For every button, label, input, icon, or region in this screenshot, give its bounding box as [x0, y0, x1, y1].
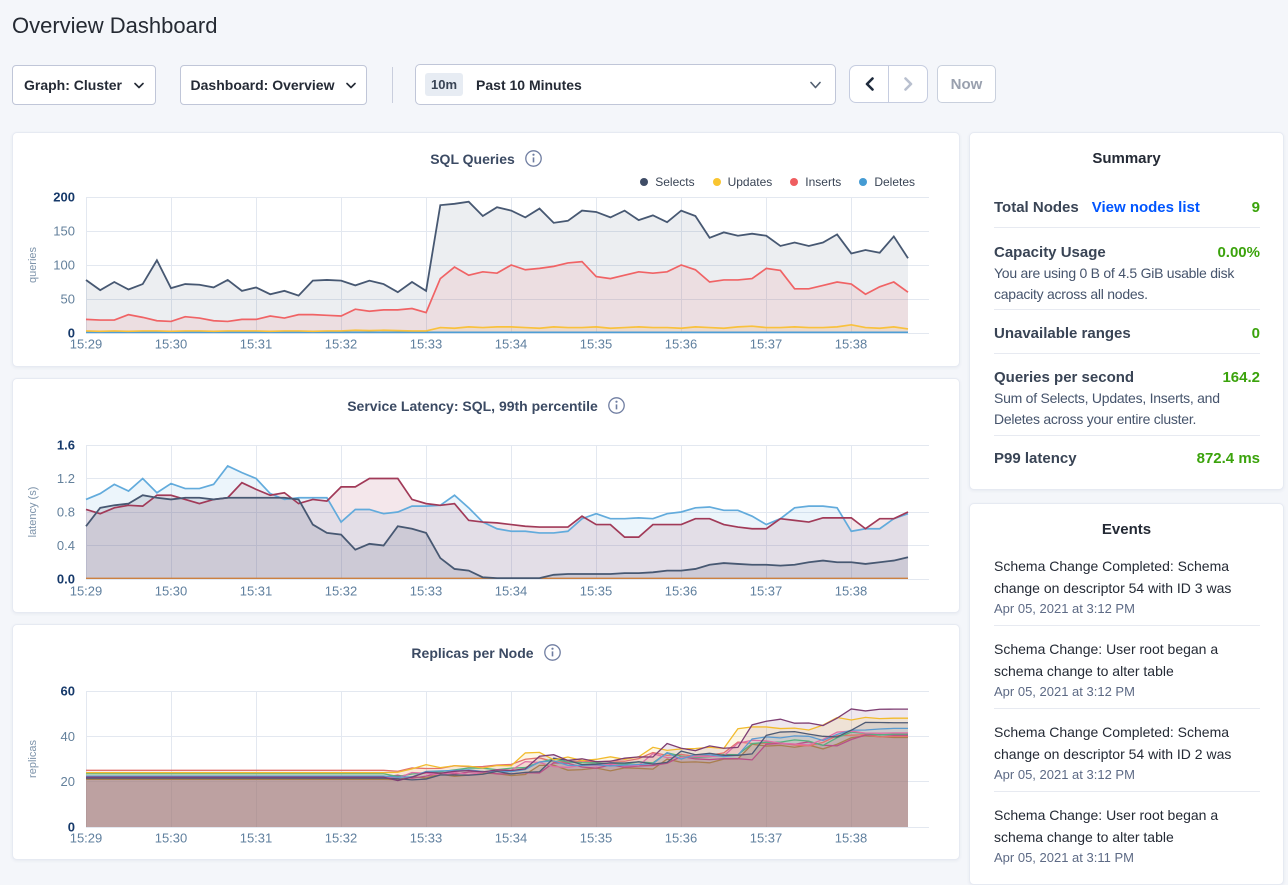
svg-text:50: 50	[61, 292, 75, 307]
svg-text:replicas: replicas	[27, 740, 39, 778]
svg-text:40: 40	[61, 729, 75, 744]
svg-text:0.8: 0.8	[57, 505, 75, 520]
svg-text:15:35: 15:35	[580, 584, 613, 599]
svg-text:15:32: 15:32	[325, 831, 358, 846]
svg-text:15:29: 15:29	[70, 584, 103, 599]
svg-text:150: 150	[53, 224, 75, 239]
svg-text:20: 20	[61, 774, 75, 789]
svg-text:15:34: 15:34	[495, 831, 528, 846]
svg-text:15:35: 15:35	[580, 831, 613, 846]
svg-text:1.6: 1.6	[57, 438, 75, 453]
svg-text:15:30: 15:30	[155, 584, 188, 599]
svg-text:15:29: 15:29	[70, 831, 103, 846]
svg-text:100: 100	[53, 258, 75, 273]
svg-text:15:38: 15:38	[835, 337, 868, 352]
svg-text:latency (s): latency (s)	[27, 487, 39, 538]
svg-text:15:33: 15:33	[410, 337, 443, 352]
svg-text:15:34: 15:34	[495, 584, 528, 599]
svg-text:15:31: 15:31	[240, 831, 273, 846]
svg-text:15:35: 15:35	[580, 337, 613, 352]
svg-text:queries: queries	[27, 246, 39, 283]
svg-text:1.2: 1.2	[57, 471, 75, 486]
svg-text:15:33: 15:33	[410, 584, 443, 599]
svg-text:200: 200	[53, 190, 75, 205]
svg-text:0: 0	[68, 820, 75, 835]
svg-text:15:32: 15:32	[325, 584, 358, 599]
svg-text:15:36: 15:36	[665, 584, 698, 599]
svg-text:15:36: 15:36	[665, 337, 698, 352]
svg-text:15:30: 15:30	[155, 831, 188, 846]
svg-text:15:29: 15:29	[70, 337, 103, 352]
svg-text:15:34: 15:34	[495, 337, 528, 352]
svg-text:15:37: 15:37	[750, 584, 783, 599]
svg-text:15:36: 15:36	[665, 831, 698, 846]
svg-text:15:30: 15:30	[155, 337, 188, 352]
svg-text:15:37: 15:37	[750, 337, 783, 352]
svg-text:15:33: 15:33	[410, 831, 443, 846]
svg-text:15:38: 15:38	[835, 831, 868, 846]
svg-text:0.4: 0.4	[57, 538, 75, 553]
svg-text:15:38: 15:38	[835, 584, 868, 599]
svg-text:0.0: 0.0	[57, 572, 75, 587]
svg-text:0: 0	[68, 326, 75, 341]
svg-text:15:31: 15:31	[240, 337, 273, 352]
svg-text:60: 60	[61, 684, 75, 699]
svg-text:15:31: 15:31	[240, 584, 273, 599]
svg-text:15:32: 15:32	[325, 337, 358, 352]
svg-text:15:37: 15:37	[750, 831, 783, 846]
